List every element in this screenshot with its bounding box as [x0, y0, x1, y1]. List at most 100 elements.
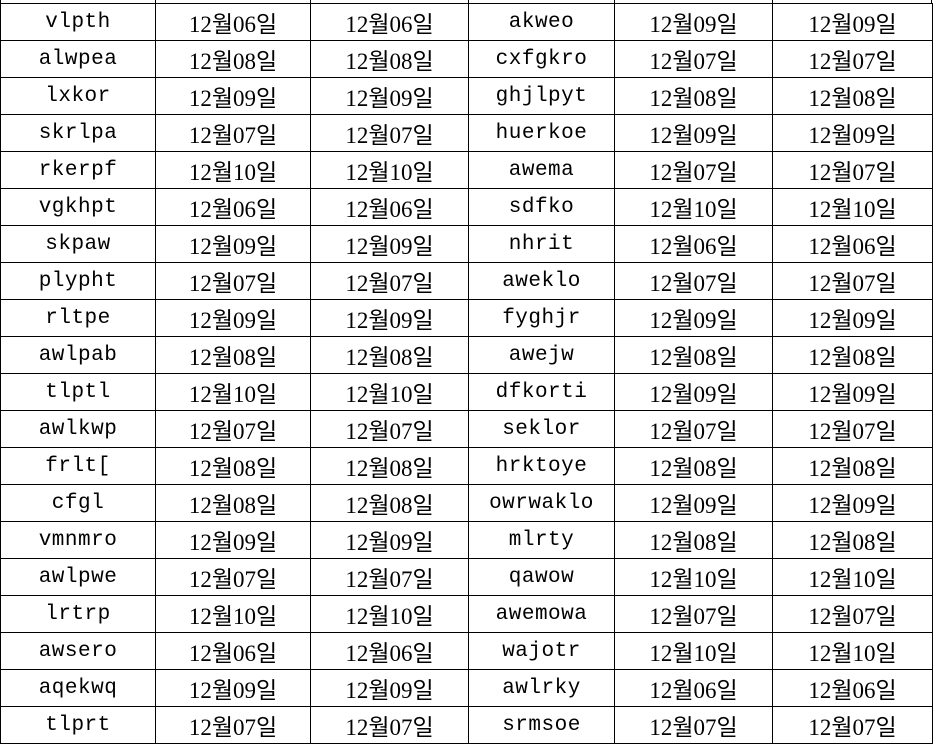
cell-code[interactable]: vgkhpt: [0, 188, 156, 226]
cell-date[interactable]: 12월08일: [772, 521, 933, 559]
cell-date[interactable]: 12월07일: [310, 558, 469, 596]
cell-date[interactable]: 12월08일: [614, 521, 773, 559]
cell-date[interactable]: 12월06일: [614, 225, 773, 263]
cell-date[interactable]: 12월09일: [614, 299, 773, 337]
cell-date[interactable]: 12월07일: [772, 706, 933, 744]
cell-date[interactable]: 12월10일: [310, 151, 469, 189]
cell-date[interactable]: 12월10일: [310, 373, 469, 411]
table-row[interactable]: awlkwp 12월07일 12월07일 seklor 12월07일 12월07일: [0, 410, 933, 448]
cell-date[interactable]: 12월10일: [310, 595, 469, 633]
table-row[interactable]: tlprt 12월07일 12월07일 srmsoe 12월07일 12월07일: [0, 706, 933, 744]
cell-date[interactable]: 12월09일: [155, 521, 311, 559]
cell-date[interactable]: 12월09일: [772, 373, 933, 411]
cell-date[interactable]: 12월09일: [155, 299, 311, 337]
cell-date[interactable]: 12월07일: [155, 558, 311, 596]
cell-code[interactable]: sdfko: [468, 188, 615, 226]
cell-code[interactable]: lrtrp: [0, 595, 156, 633]
cell-code[interactable]: awemowa: [468, 595, 615, 633]
cell-date[interactable]: 12월07일: [772, 262, 933, 300]
cell-date[interactable]: 12월10일: [614, 188, 773, 226]
cell-date[interactable]: 12월06일: [155, 188, 311, 226]
cell-date[interactable]: 12월07일: [155, 706, 311, 744]
cell-code[interactable]: awlrky: [468, 669, 615, 707]
cell-code[interactable]: vlpth: [0, 3, 156, 41]
cell-date[interactable]: 12월09일: [310, 225, 469, 263]
table-row[interactable]: awlpab 12월08일 12월08일 awejw 12월08일 12월08일: [0, 336, 933, 374]
table-row[interactable]: lxkor 12월09일 12월09일 ghjlpyt 12월08일 12월08일: [0, 77, 933, 115]
table-row[interactable]: awlpwe 12월07일 12월07일 qawow 12월10일 12월10일: [0, 558, 933, 596]
table-row[interactable]: rkerpf 12월10일 12월10일 awema 12월07일 12월07일: [0, 151, 933, 189]
cell-date[interactable]: 12월09일: [310, 299, 469, 337]
cell-date[interactable]: 12월10일: [772, 558, 933, 596]
cell-date[interactable]: 12월09일: [772, 114, 933, 152]
cell-date[interactable]: 12월08일: [772, 77, 933, 115]
cell-code[interactable]: akweo: [468, 3, 615, 41]
table-row[interactable]: plypht 12월07일 12월07일 aweklo 12월07일 12월07일: [0, 262, 933, 300]
cell-date[interactable]: 12월06일: [310, 3, 469, 41]
cell-date[interactable]: 12월07일: [614, 410, 773, 448]
cell-date[interactable]: 12월06일: [614, 669, 773, 707]
cell-date[interactable]: 12월10일: [155, 595, 311, 633]
cell-code[interactable]: mlrty: [468, 521, 615, 559]
cell-code[interactable]: ghjlpyt: [468, 77, 615, 115]
cell-date[interactable]: 12월06일: [310, 188, 469, 226]
table-row[interactable]: cfgl 12월08일 12월08일 owrwaklo 12월09일 12월09일: [0, 484, 933, 522]
cell-code[interactable]: awsero: [0, 632, 156, 670]
cell-code[interactable]: plypht: [0, 262, 156, 300]
cell-date[interactable]: 12월06일: [772, 669, 933, 707]
cell-date[interactable]: 12월07일: [310, 706, 469, 744]
table-row[interactable]: vmnmro 12월09일 12월09일 mlrty 12월08일 12월08일: [0, 521, 933, 559]
cell-code[interactable]: vmnmro: [0, 521, 156, 559]
table-row[interactable]: awsero 12월06일 12월06일 wajotr 12월10일 12월10일: [0, 632, 933, 670]
cell-date[interactable]: 12월07일: [310, 262, 469, 300]
cell-date[interactable]: 12월10일: [614, 558, 773, 596]
cell-date[interactable]: 12월10일: [155, 151, 311, 189]
cell-date[interactable]: 12월06일: [310, 632, 469, 670]
table-row[interactable]: tlptl 12월10일 12월10일 dfkorti 12월09일 12월09일: [0, 373, 933, 411]
cell-date[interactable]: 12월07일: [614, 262, 773, 300]
cell-date[interactable]: 12월09일: [614, 373, 773, 411]
cell-code[interactable]: nhrit: [468, 225, 615, 263]
cell-code[interactable]: awlkwp: [0, 410, 156, 448]
cell-date[interactable]: 12월09일: [614, 484, 773, 522]
cell-date[interactable]: 12월07일: [614, 706, 773, 744]
cell-code[interactable]: seklor: [468, 410, 615, 448]
cell-date[interactable]: 12월07일: [310, 114, 469, 152]
cell-code[interactable]: cxfgkro: [468, 40, 615, 78]
cell-date[interactable]: 12월06일: [155, 3, 311, 41]
cell-date[interactable]: 12월09일: [310, 521, 469, 559]
cell-date[interactable]: 12월06일: [155, 632, 311, 670]
table-row[interactable]: vlpth 12월06일 12월06일 akweo 12월09일 12월09일: [0, 3, 933, 41]
table-row[interactable]: lrtrp 12월10일 12월10일 awemowa 12월07일 12월07일: [0, 595, 933, 633]
cell-code[interactable]: rltpe: [0, 299, 156, 337]
cell-date[interactable]: 12월07일: [772, 151, 933, 189]
cell-date[interactable]: 12월09일: [310, 77, 469, 115]
cell-date[interactable]: 12월08일: [310, 336, 469, 374]
cell-code[interactable]: cfgl: [0, 484, 156, 522]
cell-date[interactable]: 12월09일: [772, 484, 933, 522]
cell-code[interactable]: huerkoe: [468, 114, 615, 152]
cell-code[interactable]: alwpea: [0, 40, 156, 78]
cell-code[interactable]: wajotr: [468, 632, 615, 670]
cell-date[interactable]: 12월08일: [614, 447, 773, 485]
cell-code[interactable]: fyghjr: [468, 299, 615, 337]
cell-date[interactable]: 12월09일: [155, 669, 311, 707]
cell-date[interactable]: 12월09일: [155, 77, 311, 115]
cell-date[interactable]: 12월07일: [614, 151, 773, 189]
cell-date[interactable]: 12월07일: [772, 595, 933, 633]
cell-date[interactable]: 12월10일: [772, 188, 933, 226]
cell-code[interactable]: awlpwe: [0, 558, 156, 596]
cell-code[interactable]: skpaw: [0, 225, 156, 263]
table-row[interactable]: frlt[12월08일 12월08일 hrktoye 12월08일 12월08일: [0, 447, 933, 485]
cell-date[interactable]: 12월08일: [614, 336, 773, 374]
cell-date[interactable]: 12월07일: [155, 410, 311, 448]
cell-code[interactable]: dfkorti: [468, 373, 615, 411]
cell-date[interactable]: 12월08일: [772, 336, 933, 374]
table-row[interactable]: vgkhpt 12월06일 12월06일 sdfko 12월10일 12월10일: [0, 188, 933, 226]
cell-code[interactable]: qawow: [468, 558, 615, 596]
cell-code[interactable]: aqekwq: [0, 669, 156, 707]
cell-date[interactable]: 12월08일: [310, 484, 469, 522]
cell-date[interactable]: 12월08일: [155, 40, 311, 78]
cell-code[interactable]: lxkor: [0, 77, 156, 115]
cell-code[interactable]: frlt[: [0, 447, 156, 485]
